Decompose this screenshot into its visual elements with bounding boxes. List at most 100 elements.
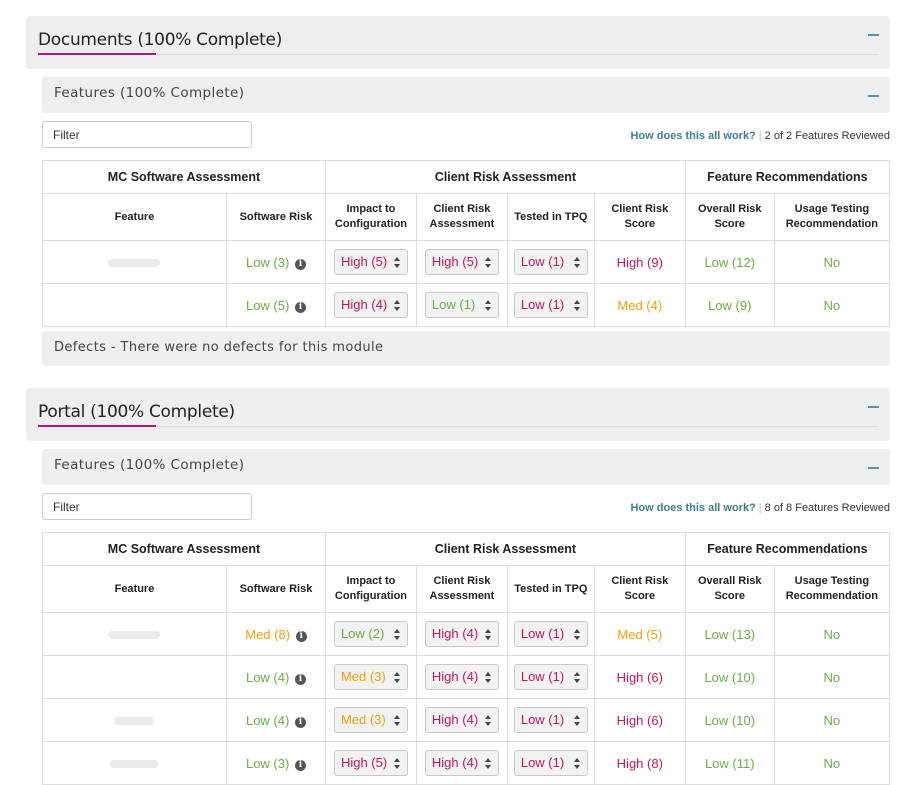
select-arrows-icon xyxy=(573,629,581,640)
client-risk-select[interactable]: High (4) xyxy=(424,621,499,647)
group-header-mc-software: MC Software Assessment xyxy=(42,532,326,566)
select-arrows-icon xyxy=(573,300,581,311)
defects-bar[interactable]: Defects - There were no defects for this… xyxy=(42,331,890,366)
help-link[interactable]: How does this all work? xyxy=(630,502,756,514)
client-risk-select[interactable]: High (5) xyxy=(424,249,499,275)
info-circle-icon[interactable]: i xyxy=(294,759,306,771)
col-header-software-risk: Software Risk xyxy=(225,193,326,241)
client-risk-score-cell: High (9) xyxy=(593,240,686,284)
info-circle-icon[interactable]: i xyxy=(294,716,306,728)
info-circle-icon[interactable]: i xyxy=(294,301,306,313)
select-value: High (4) xyxy=(431,755,479,770)
impact-select[interactable]: High (5) xyxy=(333,249,408,275)
tested-cell: Low (1) xyxy=(506,741,595,785)
impact-select[interactable]: Med (3) xyxy=(333,664,408,690)
usage-testing-cell: No xyxy=(773,655,891,699)
tested-select[interactable]: Low (1) xyxy=(513,621,588,647)
select-value: High (4) xyxy=(431,669,479,684)
select-arrows-icon xyxy=(393,715,401,726)
group-header-mc-software: MC Software Assessment xyxy=(42,160,326,194)
overall-risk-cell: Low (9) xyxy=(684,283,775,327)
client-risk-cell: High (4) xyxy=(415,698,508,742)
overall-risk-cell: Low (11) xyxy=(684,741,775,785)
features-title: Features (100% Complete) xyxy=(54,457,245,473)
client-risk-score-cell: Med (5) xyxy=(593,612,686,656)
software-risk-cell: Low (3) i xyxy=(225,741,326,785)
col-header-feature: Feature xyxy=(42,565,227,613)
impact-select[interactable]: High (4) xyxy=(333,292,408,318)
overall-risk-value: Low (12) xyxy=(704,254,756,270)
software-risk-value: Low (4) xyxy=(245,669,290,685)
filter-input[interactable] xyxy=(42,493,252,520)
client-risk-cell: High (4) xyxy=(415,741,508,785)
usage-testing-value: No xyxy=(823,712,841,728)
group-header-recommendations: Feature Recommendations xyxy=(684,532,891,566)
minus-icon[interactable] xyxy=(868,467,879,469)
features-panel-documents[interactable]: Features (100% Complete) xyxy=(42,77,890,113)
client-risk-cell: Low (1) xyxy=(415,283,508,327)
impact-cell: High (5) xyxy=(324,240,417,284)
select-value: Low (1) xyxy=(520,755,565,770)
tested-select[interactable]: Low (1) xyxy=(513,249,588,275)
feature-cell xyxy=(42,240,227,284)
info-circle-icon[interactable]: i xyxy=(294,673,306,685)
feature-name-redacted xyxy=(110,759,159,768)
filter-input[interactable] xyxy=(42,121,252,148)
impact-select[interactable]: Med (3) xyxy=(333,707,408,733)
overall-risk-cell: Low (13) xyxy=(684,612,775,656)
features-panel-portal[interactable]: Features (100% Complete) xyxy=(42,449,890,485)
client-risk-select[interactable]: High (4) xyxy=(424,664,499,690)
minus-icon[interactable] xyxy=(868,406,879,408)
feature-cell xyxy=(42,698,227,742)
client-risk-select[interactable]: Low (1) xyxy=(424,292,499,318)
title-underline xyxy=(38,53,156,55)
info-circle-icon[interactable]: i xyxy=(295,630,307,642)
module-panel-portal: Portal (100% Complete) xyxy=(26,388,890,441)
reviewed-count: 8 of 8 Features Reviewed xyxy=(764,502,890,514)
tested-select[interactable]: Low (1) xyxy=(513,292,588,318)
feature-name-redacted xyxy=(108,258,161,267)
select-arrows-icon xyxy=(573,672,581,683)
table-row: Low (4) i Med (3) High (4) Low (1) High (6) L… xyxy=(42,655,891,699)
info-circle-icon[interactable]: i xyxy=(294,258,306,270)
client-risk-score-value: Med (4) xyxy=(617,297,663,313)
client-risk-score-value: High (9) xyxy=(616,254,663,270)
client-risk-select[interactable]: High (4) xyxy=(424,750,499,776)
group-header-recommendations: Feature Recommendations xyxy=(684,160,891,194)
tested-select[interactable]: Low (1) xyxy=(513,664,588,690)
usage-testing-value: No xyxy=(823,755,841,771)
client-risk-cell: High (4) xyxy=(415,655,508,699)
impact-select[interactable]: Low (2) xyxy=(333,621,408,647)
usage-testing-value: No xyxy=(823,297,841,313)
software-risk-cell: Low (4) i xyxy=(225,698,326,742)
tested-select[interactable]: Low (1) xyxy=(513,750,588,776)
impact-select[interactable]: High (5) xyxy=(333,750,408,776)
minus-icon[interactable] xyxy=(868,34,879,36)
overall-risk-value: Low (13) xyxy=(704,626,756,642)
overall-risk-value: Low (11) xyxy=(704,755,755,771)
client-risk-select[interactable]: High (4) xyxy=(424,707,499,733)
client-risk-score-value: High (6) xyxy=(616,669,663,685)
overall-risk-cell: Low (12) xyxy=(684,240,775,284)
help-link[interactable]: How does this all work? xyxy=(630,130,756,142)
impact-cell: High (4) xyxy=(324,283,417,327)
col-header-tested: Tested in TPQ xyxy=(506,193,595,241)
select-arrows-icon xyxy=(484,758,492,769)
feature-cell xyxy=(42,612,227,656)
col-header-client-risk-score: Client Risk Score xyxy=(593,565,686,613)
tested-cell: Low (1) xyxy=(506,283,595,327)
client-risk-score-value: High (8) xyxy=(616,755,663,771)
tested-select[interactable]: Low (1) xyxy=(513,707,588,733)
features-title: Features (100% Complete) xyxy=(54,85,245,101)
col-header-usage-testing: Usage Testing Recommendation xyxy=(773,193,891,241)
select-arrows-icon xyxy=(484,300,492,311)
col-header-overall-risk: Overall Risk Score xyxy=(684,193,775,241)
software-risk-cell: Low (4) i xyxy=(225,655,326,699)
divider xyxy=(38,54,878,55)
client-risk-score-value: High (6) xyxy=(616,712,663,728)
minus-icon[interactable] xyxy=(868,95,879,97)
software-risk-value: Med (8) xyxy=(245,626,291,642)
usage-testing-cell: No xyxy=(773,283,891,327)
client-risk-cell: High (4) xyxy=(415,612,508,656)
select-value: Low (1) xyxy=(520,297,565,312)
